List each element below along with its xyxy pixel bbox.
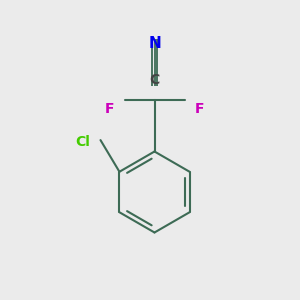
Text: Cl: Cl <box>75 135 90 148</box>
Text: N: N <box>148 36 161 51</box>
Text: F: F <box>105 102 114 116</box>
Text: F: F <box>195 102 204 116</box>
Text: C: C <box>149 73 160 86</box>
